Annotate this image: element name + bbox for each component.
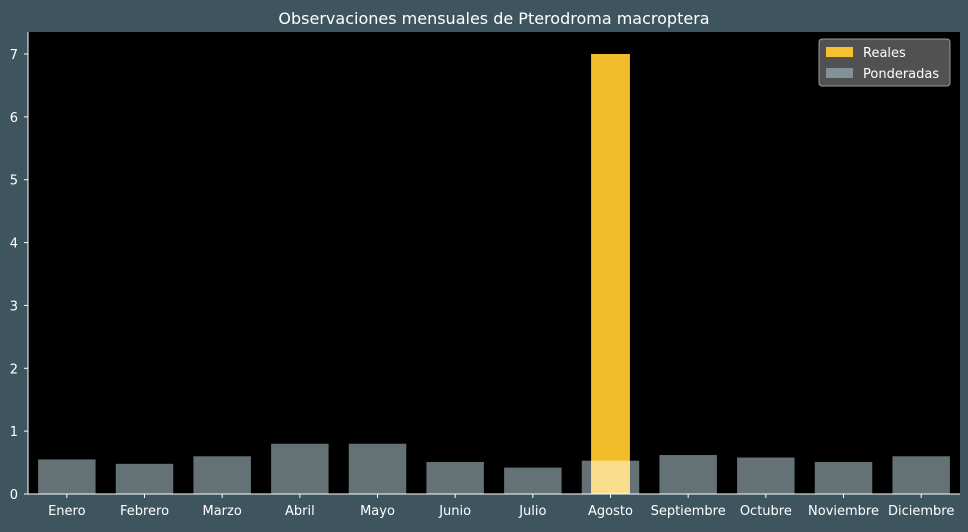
y-tick-label: 3 [10,299,18,314]
x-tick-label: Marzo [203,504,242,519]
bars-group [38,54,950,494]
y-tick-label: 1 [10,425,18,440]
x-tick-label: Julio [518,504,546,519]
bar-ponderadas-febrero [115,463,174,494]
x-tick-label: Enero [48,504,86,519]
legend-label-reales: Reales [863,46,906,61]
bar-ponderadas-octubre [737,457,795,494]
x-tick-label: Agosto [588,504,633,519]
bar-ponderadas-marzo [193,456,251,494]
x-tick-label: Octubre [740,504,792,519]
y-tick-label: 2 [10,362,18,377]
x-tick-label: Mayo [360,504,395,519]
bar-ponderadas-abril [271,443,329,494]
bar-ponderadas-diciembre [892,456,950,494]
x-tick-label: Junio [438,504,471,519]
bar-overlap-agosto [591,460,630,494]
y-tick-label: 6 [10,111,18,126]
x-tick-label: Abril [285,504,315,519]
x-tick-label: Septiembre [651,504,726,519]
bar-ponderadas-septiembre [659,455,717,494]
x-axis: Enero Febrero Marzo Abril Mayo Junio Julio Agos… [28,493,960,519]
plot-area [28,32,960,494]
y-axis: 0 1 2 3 4 5 6 7 [10,32,29,503]
y-tick-label: 7 [10,48,18,63]
chart-title: Observaciones mensuales de Pterodroma ma… [278,9,709,28]
bar-ponderadas-junio [426,461,484,494]
y-tick-label: 4 [10,237,18,252]
x-tick-label: Diciembre [888,504,954,519]
bar-ponderadas-mayo [348,443,407,494]
bar-ponderadas-noviembre [814,461,873,494]
legend: Reales Ponderadas [818,38,951,87]
legend-label-ponderadas: Ponderadas [863,67,939,82]
legend-swatch-ponderadas [826,68,853,78]
x-tick-label: Noviembre [808,504,879,519]
x-tick-label: Febrero [120,504,169,519]
bar-reales-agosto [591,54,630,494]
y-tick-label: 5 [10,174,18,189]
legend-swatch-reales [826,47,853,57]
bar-ponderadas-julio [504,467,562,494]
y-tick-label: 0 [10,488,18,503]
bar-ponderadas-enero [38,459,96,494]
